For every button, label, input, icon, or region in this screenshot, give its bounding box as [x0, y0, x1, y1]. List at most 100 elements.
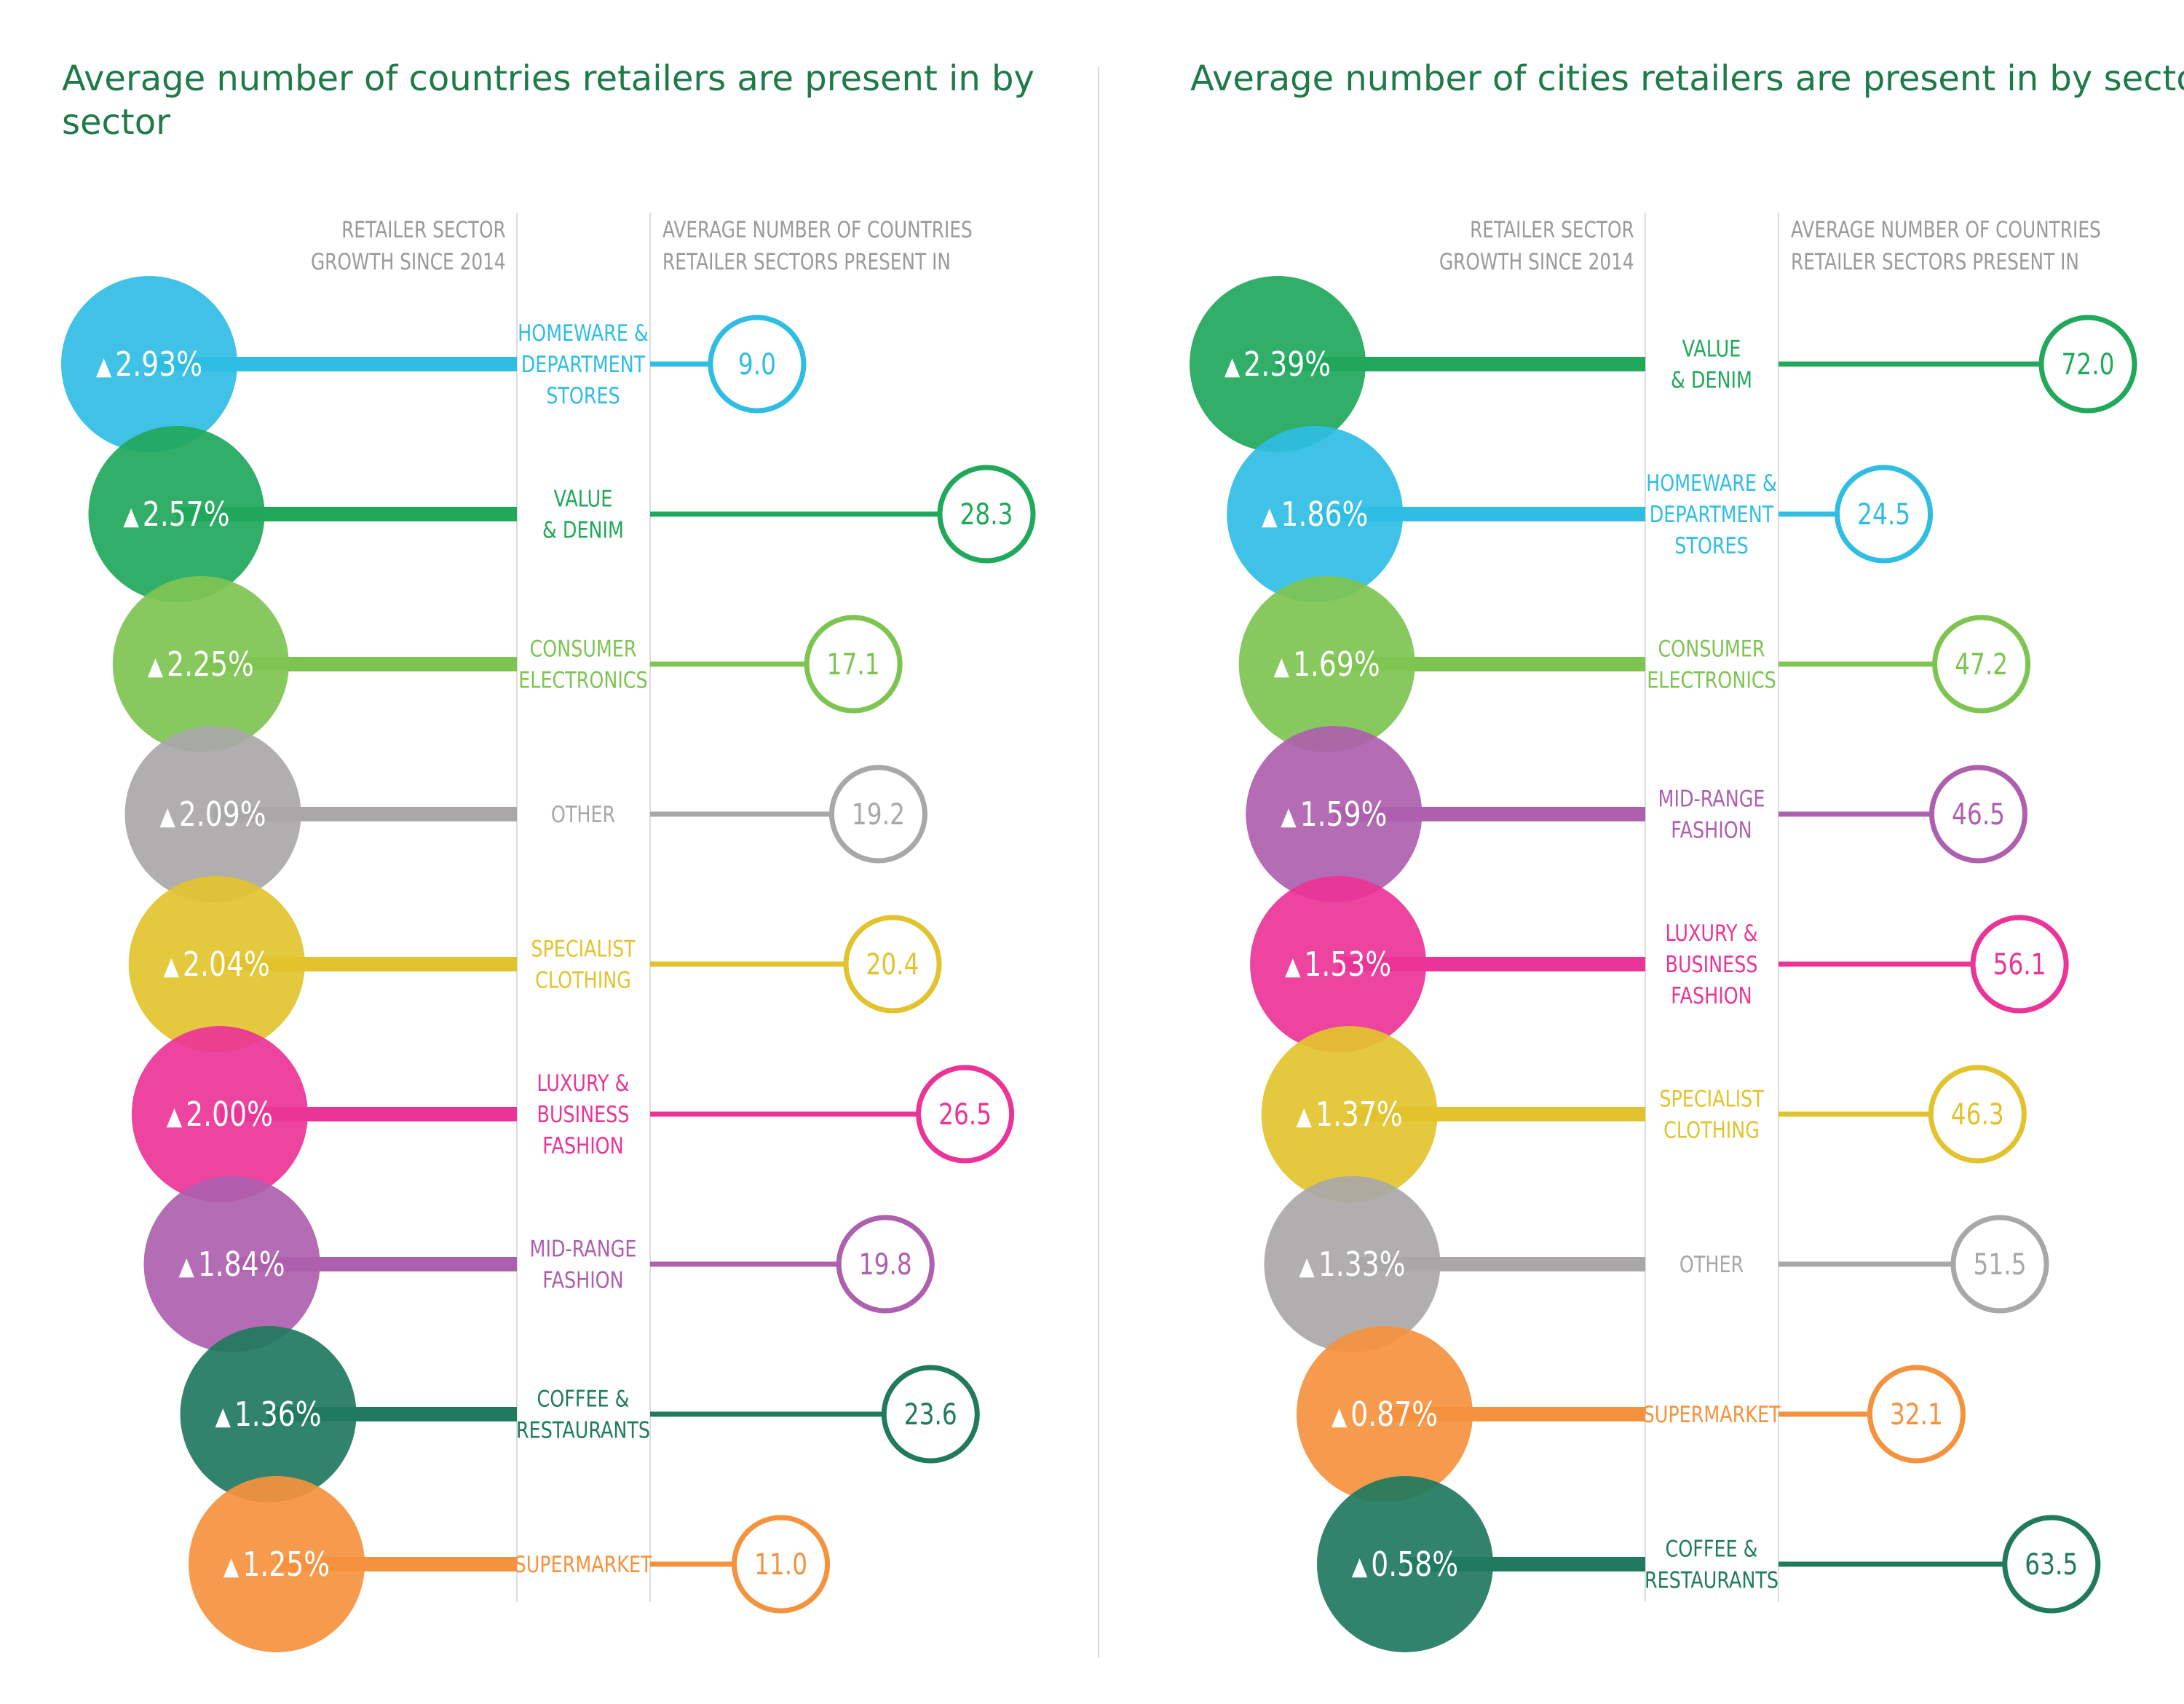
growth-label: ▲ 1.33% — [1299, 1245, 1405, 1284]
sector-label: VALUE & DENIM — [542, 486, 624, 543]
value-label: 19.2 — [852, 797, 905, 832]
value-label: 11.0 — [754, 1547, 807, 1582]
cities-chart: 72.0 VALUE & DENIM 24.5 HOMEWARE & DEPARTMENT… — [1190, 213, 2137, 1652]
growth-label: ▲ 1.84% — [178, 1245, 285, 1284]
value-markers: 72.0 VALUE & DENIM 24.5 HOMEWARE & DEPARTMENT… — [1278, 315, 2137, 1614]
value-ring — [2038, 315, 2137, 414]
countries-chart-panel: Average number of countries retailers ar… — [61, 58, 1036, 1652]
value-label: 19.8 — [859, 1247, 912, 1282]
cities-chart-panel: Average number of cities retailers are p… — [1128, 0, 2184, 1704]
growth-label: ▲ 1.53% — [1285, 944, 1391, 984]
panel-divider — [1098, 67, 1099, 1658]
value-ring — [881, 1365, 980, 1464]
growth-bubbles: ▲ 2.93% ▲ 2.57% ▲ 2.25% ▲ 2.09% ▲ 2.04% ▲ 2.00% ▲ 1.8… — [61, 276, 365, 1652]
sector-label: OTHER — [1679, 1252, 1744, 1278]
growth-column-header: RETAILER SECTOR GROWTH SINCE 2014 — [311, 217, 506, 275]
value-ring — [732, 1515, 831, 1614]
growth-label: ▲ 1.86% — [1262, 494, 1368, 534]
value-label: 17.1 — [827, 647, 880, 682]
sector-label: HOMEWARE & DEPARTMENT STORES — [1646, 470, 1777, 559]
growth-bubble — [61, 276, 237, 452]
growth-label: ▲ 2.93% — [96, 344, 202, 384]
growth-bubble — [128, 876, 305, 1052]
growth-bubble — [180, 1326, 357, 1502]
growth-label: ▲ 0.87% — [1332, 1395, 1438, 1434]
growth-label: ▲ 1.59% — [1281, 794, 1387, 834]
value-markers: 9.0 HOMEWARE & DEPARTMENT STORES 28.3 VALUE & … — [149, 315, 1036, 1614]
sector-label: CONSUMER ELECTRONICS — [518, 636, 648, 693]
growth-bubble — [131, 1026, 308, 1202]
growth-bubbles: ▲ 2.39% ▲ 1.86% ▲ 1.69% ▲ 1.59% ▲ 1.53% ▲ 1.37% ▲ 1.3… — [1190, 276, 1493, 1652]
growth-label: ▲ 1.37% — [1297, 1094, 1403, 1134]
value-column-header: AVERAGE NUMBER OF COUNTRIES RETAILER SEC… — [662, 217, 973, 275]
sector-label: COFFEE & RESTAURANTS — [1645, 1536, 1779, 1593]
growth-bubble — [1227, 426, 1404, 602]
growth-label: ▲ 2.39% — [1224, 344, 1331, 384]
growth-bubble — [143, 1176, 320, 1352]
value-ring — [1867, 1365, 1966, 1464]
growth-label: ▲ 1.36% — [215, 1395, 321, 1434]
growth-bubble — [1317, 1476, 1493, 1652]
value-label: 23.6 — [904, 1397, 957, 1432]
value-ring — [1835, 465, 1934, 564]
growth-bubble — [189, 1476, 365, 1652]
growth-label: ▲ 1.69% — [1274, 644, 1380, 684]
value-label: 46.3 — [1951, 1097, 2004, 1132]
value-ring — [937, 465, 1036, 564]
sector-label: MID-RANGE FASHION — [530, 1236, 637, 1293]
value-label: 9.0 — [738, 347, 776, 382]
sector-label: LUXURY & BUSINESS FASHION — [1666, 920, 1758, 1009]
value-ring — [1928, 765, 2027, 864]
value-ring — [708, 315, 807, 414]
sector-label: HOMEWARE & DEPARTMENT STORES — [518, 320, 649, 409]
value-ring — [828, 765, 927, 864]
value-ring — [836, 1215, 935, 1314]
value-label: 47.2 — [1955, 647, 2008, 682]
value-label: 28.3 — [960, 497, 1013, 532]
growth-label: ▲ 2.57% — [123, 494, 229, 534]
sector-label: SUPERMARKET — [1643, 1402, 1781, 1428]
growth-bubble — [1296, 1326, 1473, 1502]
chart-title: Average number of cities retailers are p… — [1190, 58, 2184, 99]
value-ring — [1928, 1065, 2027, 1164]
value-ring — [916, 1065, 1015, 1164]
value-ring — [843, 915, 942, 1014]
value-column-header: AVERAGE NUMBER OF COUNTRIES RETAILER SEC… — [1791, 217, 2101, 275]
countries-chart: 9.0 HOMEWARE & DEPARTMENT STORES 28.3 VALUE & … — [61, 213, 1036, 1652]
chart-title: Average number of countries retailers ar… — [62, 58, 1034, 143]
growth-label: ▲ 0.58% — [1352, 1545, 1458, 1584]
value-label: 32.1 — [1890, 1397, 1943, 1432]
value-label: 20.4 — [866, 947, 919, 982]
growth-bubble — [112, 576, 289, 752]
growth-bubble — [124, 726, 301, 902]
sector-label: SPECIALIST CLOTHING — [531, 936, 636, 993]
sector-label: COFFEE & RESTAURANTS — [516, 1386, 650, 1443]
value-label: 63.5 — [2025, 1547, 2078, 1582]
growth-label: ▲ 2.09% — [159, 794, 266, 834]
growth-label: ▲ 1.25% — [223, 1545, 330, 1584]
value-label: 24.5 — [1857, 497, 1910, 532]
growth-bubble — [88, 426, 265, 602]
value-ring — [804, 615, 903, 714]
value-ring — [1950, 1215, 2049, 1314]
sector-label: SPECIALIST CLOTHING — [1659, 1086, 1764, 1143]
value-label: 72.0 — [2061, 347, 2114, 382]
growth-label: ▲ 2.25% — [148, 644, 254, 684]
growth-bubble — [1190, 276, 1366, 452]
growth-label: ▲ 2.04% — [164, 944, 270, 984]
sector-label: LUXURY & BUSINESS FASHION — [537, 1070, 630, 1159]
value-label: 26.5 — [938, 1097, 992, 1132]
value-label: 51.5 — [1973, 1247, 2026, 1282]
value-label: 56.1 — [1993, 947, 2046, 982]
growth-bubble — [1250, 876, 1427, 1052]
growth-label: ▲ 2.00% — [167, 1094, 273, 1134]
growth-bubble — [1238, 576, 1415, 752]
value-ring — [2002, 1515, 2101, 1614]
value-ring — [1932, 615, 2031, 714]
growth-column-header: RETAILER SECTOR GROWTH SINCE 2014 — [1439, 217, 1634, 275]
sector-label: CONSUMER ELECTRONICS — [1647, 636, 1776, 693]
growth-bubble — [1261, 1026, 1438, 1202]
sector-label: VALUE & DENIM — [1671, 336, 1752, 393]
growth-bubble — [1264, 1176, 1441, 1352]
value-ring — [1970, 915, 2069, 1014]
